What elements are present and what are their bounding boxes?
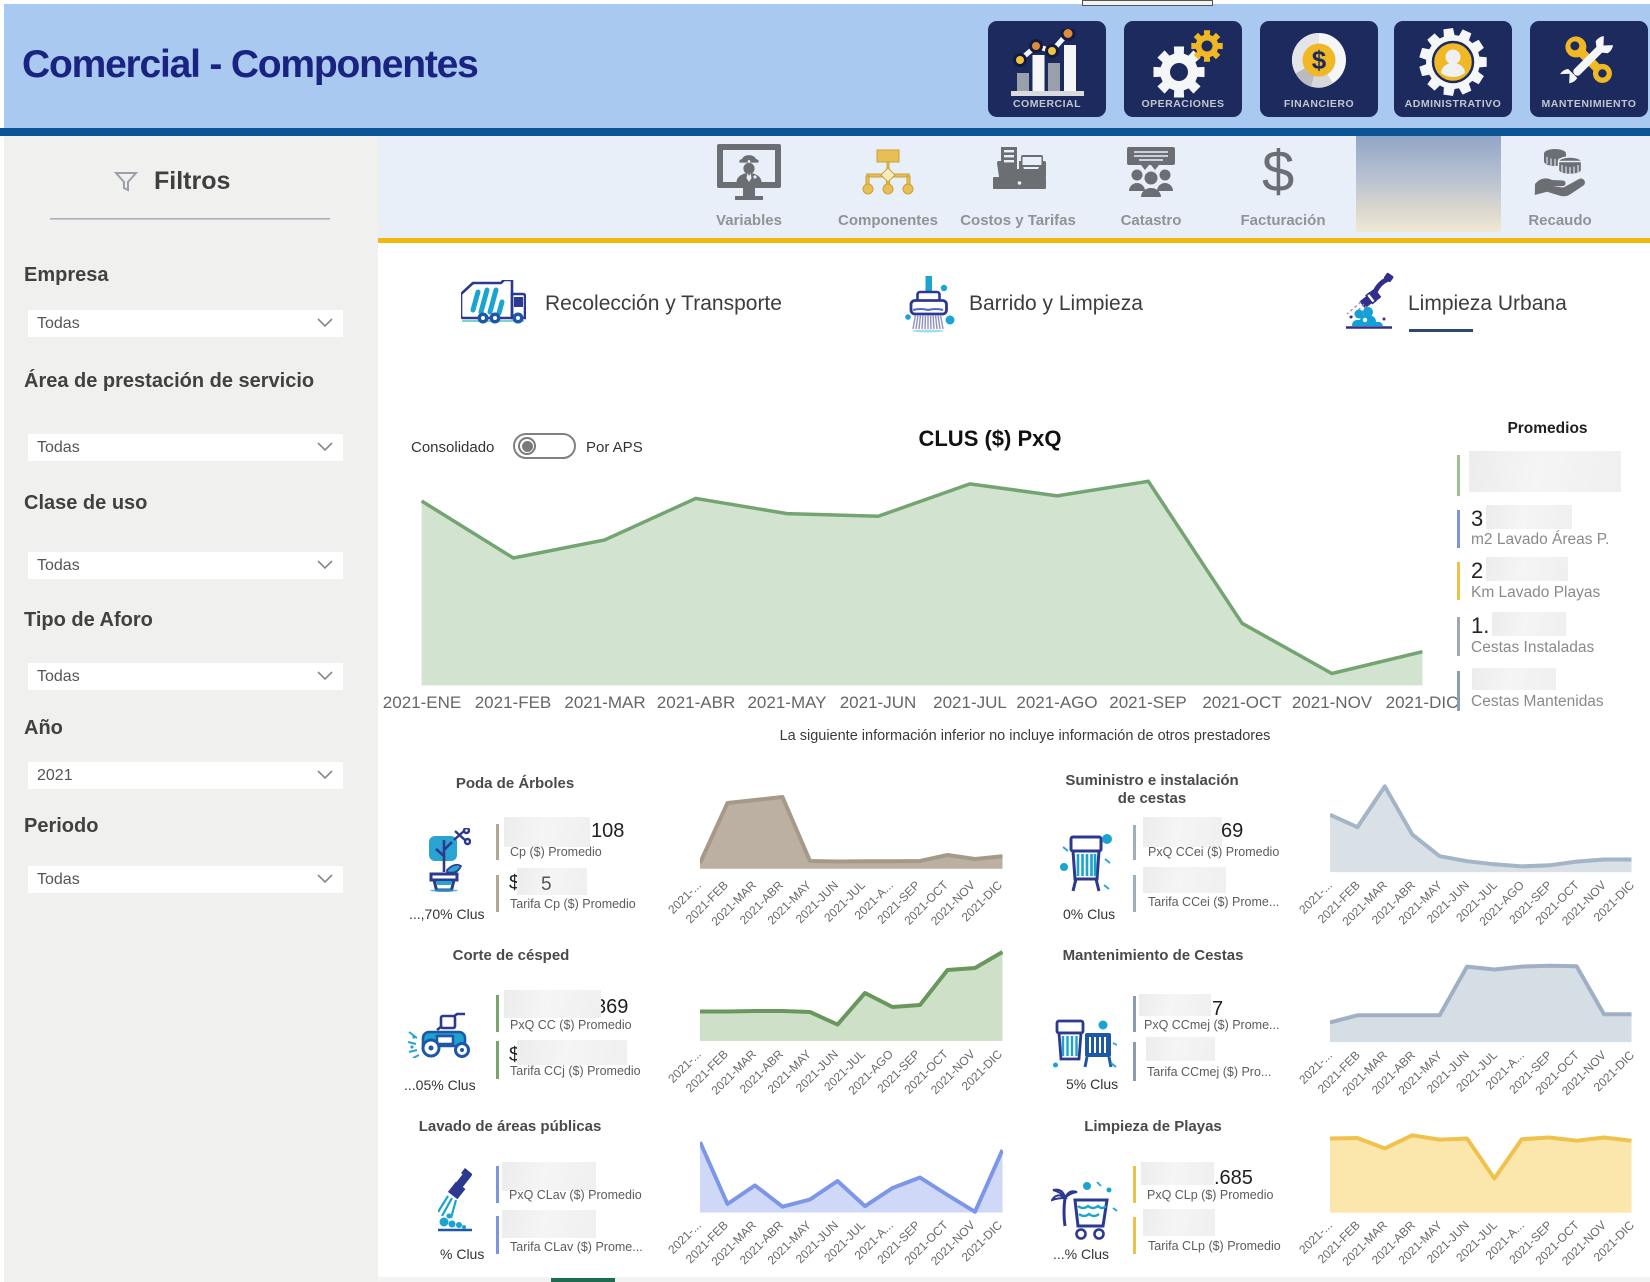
svg-text:$: $ [1312, 45, 1327, 75]
